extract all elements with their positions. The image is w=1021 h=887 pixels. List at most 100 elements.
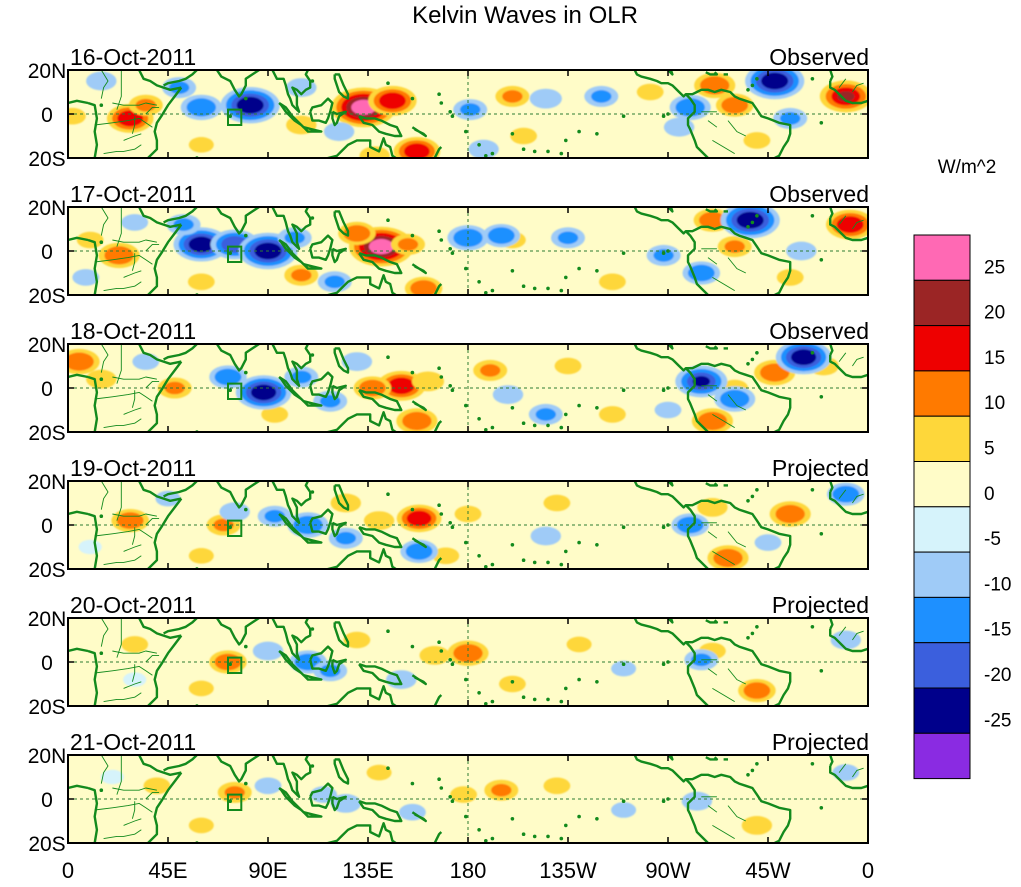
country-border xyxy=(103,281,142,292)
country-border xyxy=(852,493,864,504)
colorbar-swatch xyxy=(913,687,971,734)
country-border xyxy=(131,801,136,819)
island xyxy=(310,216,315,220)
olr-anomaly-contour xyxy=(137,356,154,367)
island xyxy=(484,565,488,569)
map-panel: 20N 0 20S 18-Oct-2011 Observed xyxy=(28,318,869,445)
island xyxy=(621,251,626,255)
island xyxy=(464,814,468,819)
country-border xyxy=(94,391,153,402)
island xyxy=(564,823,568,828)
coastline xyxy=(829,755,834,767)
olr-anomaly-contour xyxy=(164,381,185,395)
island xyxy=(448,384,453,388)
coastline xyxy=(684,641,709,706)
olr-anomaly-contour xyxy=(366,764,392,781)
x-tick-label: 0 xyxy=(862,858,874,883)
coastline xyxy=(358,252,403,275)
panel-date-label: 16-Oct-2011 xyxy=(70,44,196,70)
island xyxy=(661,799,666,803)
country-border xyxy=(123,544,142,552)
olr-anomaly-contour xyxy=(122,515,139,526)
country-border xyxy=(100,344,109,373)
country-border xyxy=(103,692,142,703)
olr-anomaly-contour xyxy=(155,490,181,507)
island xyxy=(228,525,232,529)
coastline xyxy=(411,811,427,823)
region-marker-box xyxy=(227,382,243,401)
coastline xyxy=(271,481,312,524)
map-panel: 20N 0 20S 20-Oct-2011 Projected xyxy=(28,592,869,719)
coastline xyxy=(411,537,427,549)
panel-date-label: 17-Oct-2011 xyxy=(70,181,196,207)
panel-status-label: Projected xyxy=(772,729,869,755)
coastline xyxy=(138,344,182,365)
coastline xyxy=(147,771,183,843)
colorbar-tick-label: -20 xyxy=(984,665,1011,686)
island xyxy=(595,817,599,821)
coastline xyxy=(829,344,834,356)
coastline xyxy=(358,800,403,823)
island xyxy=(386,629,390,633)
olr-anomaly-contour xyxy=(693,268,710,278)
olr-anomaly-contour xyxy=(692,376,710,387)
coastline xyxy=(324,411,398,432)
island xyxy=(386,81,390,85)
olr-anomaly-contour xyxy=(704,215,721,226)
olr-anomaly-contour xyxy=(781,508,799,520)
coastline xyxy=(358,389,403,412)
coastline xyxy=(667,618,674,624)
olr-anomaly-contour xyxy=(725,393,744,405)
country-border xyxy=(712,688,735,702)
olr-anomaly-contour xyxy=(256,387,272,398)
olr-anomaly-contour xyxy=(760,537,776,548)
country-border xyxy=(852,630,864,641)
coastline xyxy=(705,482,719,487)
olr-anomaly-contour xyxy=(493,230,510,241)
coastline xyxy=(705,756,719,761)
olr-anomaly-contour xyxy=(612,535,636,550)
island xyxy=(310,490,315,494)
olr-anomaly-contour xyxy=(258,645,278,657)
island xyxy=(532,149,537,154)
coastline xyxy=(68,373,89,379)
olr-anomaly-contour xyxy=(437,550,454,561)
island xyxy=(750,220,755,225)
olr-anomaly-contour xyxy=(192,102,211,113)
olr-anomaly-contour xyxy=(330,126,349,138)
island xyxy=(477,143,481,147)
olr-anomaly-contour xyxy=(611,660,637,677)
olr-anomaly-contour xyxy=(748,135,765,146)
olr-anomaly-contour xyxy=(560,361,576,371)
island xyxy=(564,686,568,691)
coastline xyxy=(358,526,403,549)
island xyxy=(521,147,526,151)
coastline xyxy=(163,207,198,224)
olr-anomaly-contour xyxy=(703,415,722,427)
island xyxy=(564,275,568,280)
panel-date-label: 19-Oct-2011 xyxy=(70,455,196,481)
olr-anomaly-contour xyxy=(766,76,783,86)
olr-anomaly-contour xyxy=(384,95,401,106)
island xyxy=(661,662,666,666)
country-border xyxy=(112,239,157,243)
country-border xyxy=(116,207,122,247)
island xyxy=(577,403,581,408)
island xyxy=(386,218,390,222)
island xyxy=(437,92,441,96)
coastline xyxy=(705,71,719,76)
island xyxy=(564,549,568,554)
island xyxy=(510,680,515,684)
x-tick-label: 90E xyxy=(248,858,287,883)
island xyxy=(477,828,481,832)
olr-anomaly-contour xyxy=(70,356,88,367)
coastline xyxy=(163,481,198,498)
olr-anomaly-contour xyxy=(502,90,523,103)
olr-anomaly-contour xyxy=(607,124,631,139)
island xyxy=(244,233,248,238)
country-border xyxy=(727,120,746,137)
olr-anomaly-contour xyxy=(219,372,237,382)
island xyxy=(448,795,453,799)
island xyxy=(755,488,759,492)
coastline xyxy=(278,649,305,677)
